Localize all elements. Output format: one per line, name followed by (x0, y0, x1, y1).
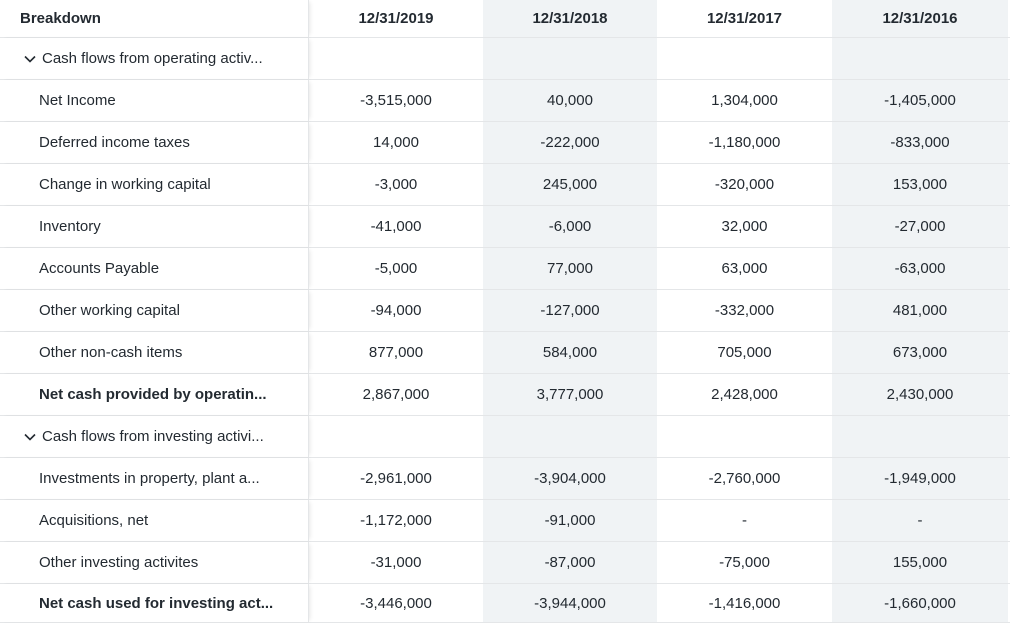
value-cell: 40,000 (483, 80, 657, 121)
table-row-change-in-working-capital: Change in working capital -3,000 245,000… (0, 164, 1010, 206)
value-cell: -320,000 (714, 176, 775, 193)
value-cell: -1,416,000 (708, 594, 781, 612)
date-header-2019: 12/31/2019 (358, 10, 434, 27)
value-cell: - (832, 500, 1008, 541)
value-cell (483, 38, 657, 79)
date-header-2016: 12/31/2016 (832, 0, 1008, 37)
row-label-total: Net cash provided by operatin... (0, 374, 309, 415)
value-cell: -63,000 (832, 248, 1008, 289)
value-cell: -332,000 (714, 302, 775, 319)
value-cell: 2,867,000 (362, 386, 430, 403)
value-cell: -1,660,000 (832, 584, 1008, 622)
section-label-cell[interactable]: Cash flows from investing activi... (0, 416, 309, 457)
row-label: Other investing activites (0, 542, 309, 583)
value-cell: -3,000 (374, 176, 418, 193)
value-cell: 155,000 (832, 542, 1008, 583)
row-label: Net Income (0, 80, 309, 121)
value-cell: -41,000 (370, 218, 422, 235)
table-header-row: Breakdown 12/31/2019 12/31/2018 12/31/20… (0, 0, 1010, 38)
row-label: Change in working capital (0, 164, 309, 205)
value-cell: 63,000 (721, 260, 768, 277)
value-cell (832, 416, 1008, 457)
table-row-other-investing-activites: Other investing activites -31,000 -87,00… (0, 542, 1010, 584)
value-cell: -1,949,000 (832, 458, 1008, 499)
value-cell: -2,760,000 (708, 470, 781, 487)
value-cell (309, 416, 483, 457)
value-cell: -3,904,000 (483, 458, 657, 499)
value-cell: 673,000 (832, 332, 1008, 373)
value-cell: 2,428,000 (711, 386, 778, 403)
value-cell (657, 416, 832, 457)
value-cell: 2,430,000 (832, 374, 1008, 415)
table-row-net-cash-investing: Net cash used for investing act... -3,44… (0, 584, 1010, 623)
value-cell: -94,000 (370, 302, 422, 319)
table-row-deferred-income-taxes: Deferred income taxes 14,000 -222,000 -1… (0, 122, 1010, 164)
value-cell: 877,000 (368, 344, 424, 361)
row-label: Investments in property, plant a... (0, 458, 309, 499)
value-cell: 584,000 (483, 332, 657, 373)
value-cell: - (742, 512, 747, 529)
row-label: Other non-cash items (0, 332, 309, 373)
table-row-investments-ppe: Investments in property, plant a... -2,9… (0, 458, 1010, 500)
section-label: Cash flows from investing activi... (42, 428, 264, 445)
value-cell: -87,000 (483, 542, 657, 583)
value-cell: -3,944,000 (483, 584, 657, 622)
value-cell: -91,000 (483, 500, 657, 541)
value-cell (832, 38, 1008, 79)
date-header-2018: 12/31/2018 (483, 0, 657, 37)
table-row-accounts-payable: Accounts Payable -5,000 77,000 63,000 -6… (0, 248, 1010, 290)
row-label: Inventory (0, 206, 309, 247)
value-cell (309, 38, 483, 79)
value-cell: -3,446,000 (360, 594, 432, 612)
value-cell: 1,304,000 (711, 92, 778, 109)
table-row-inventory: Inventory -41,000 -6,000 32,000 -27,000 (0, 206, 1010, 248)
chevron-down-icon[interactable] (23, 54, 37, 64)
value-cell: 32,000 (721, 218, 768, 235)
value-cell: -6,000 (483, 206, 657, 247)
value-cell: -75,000 (719, 554, 770, 571)
section-label: Cash flows from operating activ... (42, 50, 263, 67)
value-cell: -1,405,000 (832, 80, 1008, 121)
value-cell: 245,000 (483, 164, 657, 205)
table-row-acquisitions-net: Acquisitions, net -1,172,000 -91,000 - - (0, 500, 1010, 542)
row-label: Acquisitions, net (0, 500, 309, 541)
value-cell: -2,961,000 (360, 470, 432, 487)
table-row-net-cash-operating: Net cash provided by operatin... 2,867,0… (0, 374, 1010, 416)
date-header-2017: 12/31/2017 (706, 10, 783, 27)
value-cell: -833,000 (832, 122, 1008, 163)
value-cell: -27,000 (832, 206, 1008, 247)
value-cell: -3,515,000 (360, 92, 432, 109)
value-cell: 14,000 (373, 134, 419, 151)
value-cell (483, 416, 657, 457)
value-cell: 153,000 (832, 164, 1008, 205)
value-cell: 77,000 (483, 248, 657, 289)
value-cell (657, 38, 832, 79)
row-label-total: Net cash used for investing act... (0, 584, 309, 622)
value-cell: 705,000 (717, 344, 772, 361)
table-row-other-non-cash-items: Other non-cash items 877,000 584,000 705… (0, 332, 1010, 374)
chevron-down-icon[interactable] (23, 432, 37, 442)
table-row-other-working-capital: Other working capital -94,000 -127,000 -… (0, 290, 1010, 332)
value-cell: -127,000 (483, 290, 657, 331)
row-label: Accounts Payable (0, 248, 309, 289)
value-cell: -5,000 (374, 260, 418, 277)
value-cell: -31,000 (370, 554, 422, 571)
value-cell: -1,180,000 (708, 134, 781, 151)
section-label-cell[interactable]: Cash flows from operating activ... (0, 38, 309, 79)
value-cell: 481,000 (832, 290, 1008, 331)
row-label: Other working capital (0, 290, 309, 331)
section-row-operating[interactable]: Cash flows from operating activ... (0, 38, 1010, 80)
row-label: Deferred income taxes (0, 122, 309, 163)
table-row-net-income: Net Income -3,515,000 40,000 1,304,000 -… (0, 80, 1010, 122)
value-cell: 3,777,000 (483, 374, 657, 415)
breakdown-header: Breakdown (0, 0, 309, 37)
section-row-investing[interactable]: Cash flows from investing activi... (0, 416, 1010, 458)
value-cell: -222,000 (483, 122, 657, 163)
value-cell: -1,172,000 (360, 512, 432, 529)
